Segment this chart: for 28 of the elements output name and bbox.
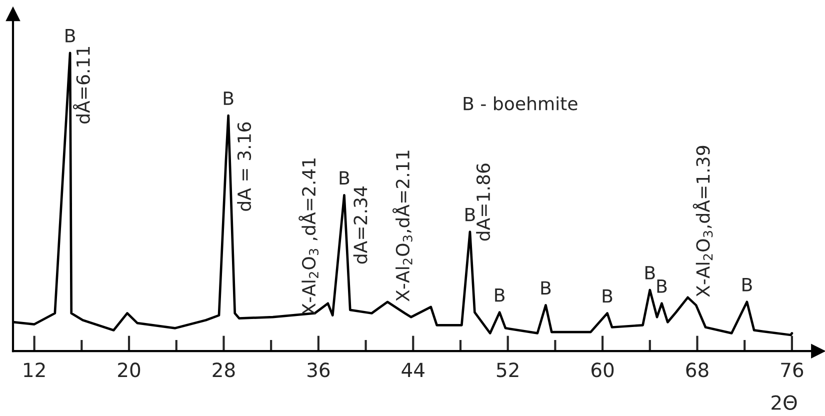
annotation: B — [495, 288, 504, 302]
x-tick-label: 20 — [118, 362, 140, 378]
x-tick-label: 36 — [308, 362, 330, 378]
annotation: B — [602, 289, 612, 303]
annotation: X-Al$_{2}$O$_{3}$,dÅ=1.39 — [692, 146, 713, 297]
x-tick-label: 76 — [781, 362, 804, 378]
x-tick-label: 68 — [686, 362, 708, 378]
annotation: B — [224, 92, 234, 105]
annotation: B — [657, 280, 667, 293]
x-tick-label: 44 — [402, 362, 424, 377]
x-tick-label: 60 — [592, 362, 614, 378]
annotation: X-Al$_{2}$O$_{3}$,dÅ=2.11 — [392, 150, 412, 302]
annotation: X-Al$_{2}$O$_{3}$ ,dÅ=2.41 — [298, 158, 319, 315]
annotation: dÅ=6.11 — [72, 47, 90, 124]
annotation: dA=2.34 — [353, 186, 368, 264]
annotation: B — [466, 208, 475, 222]
x-tick-label: 12 — [24, 362, 45, 377]
annotation: B — [742, 278, 752, 292]
x-tick-label: 52 — [496, 362, 518, 378]
annotation: B — [340, 171, 350, 184]
x-axis-title: 2Θ — [772, 395, 797, 410]
annotation: dA = 3.16 — [237, 122, 252, 211]
annotation: B - boehmite — [464, 96, 578, 110]
x-tick-label: 28 — [212, 362, 235, 378]
annotation: dA=1.86 — [476, 164, 490, 241]
annotation: B — [645, 266, 655, 280]
annotation: B — [66, 29, 75, 42]
annotation: B — [541, 281, 551, 294]
